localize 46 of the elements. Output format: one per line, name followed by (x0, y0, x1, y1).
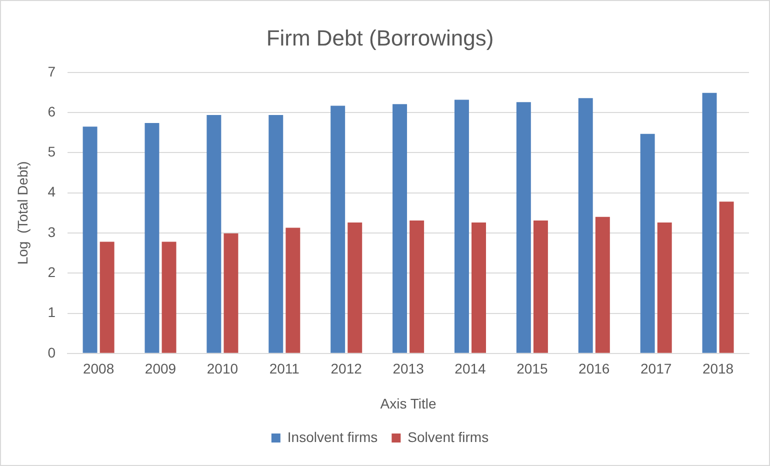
y-tick-label: 4 (48, 184, 56, 200)
bar (348, 222, 362, 353)
x-tick-label: 2010 (206, 360, 238, 377)
bar (100, 242, 114, 353)
bar (595, 216, 610, 353)
bar (286, 228, 300, 353)
x-tick-label: 2018 (702, 360, 734, 377)
x-tick-label: 2011 (269, 360, 300, 377)
y-tick-label: 5 (48, 144, 56, 160)
y-axis-title: Log (Total Debt) (14, 161, 30, 265)
bar (578, 98, 593, 353)
bar (410, 220, 424, 353)
bar (533, 220, 548, 353)
bar (640, 134, 655, 353)
y-tick-label: 6 (48, 103, 56, 120)
y-tick-label: 1 (48, 304, 56, 320)
bar (392, 104, 408, 353)
bar (719, 202, 734, 353)
x-tick-label: 2015 (516, 360, 548, 377)
x-tick-label: 2008 (82, 360, 114, 377)
bar (82, 126, 98, 353)
x-axis-title: Axis Title (380, 395, 437, 412)
x-tick-label: 2013 (392, 360, 424, 377)
y-tick-label: 7 (48, 63, 56, 80)
bar (224, 233, 238, 353)
bar (516, 102, 531, 353)
x-tick-label: 2014 (454, 360, 486, 377)
bar (144, 122, 160, 353)
legend-label: Insolvent firms (287, 428, 378, 445)
x-tick-label: 2017 (640, 360, 672, 377)
bar (702, 92, 717, 353)
bar (472, 222, 486, 353)
bar (330, 106, 346, 353)
bar (206, 114, 222, 353)
chart-title: Firm Debt (Borrowings) (266, 25, 494, 50)
legend-label: Solvent firms (408, 428, 489, 445)
x-tick-label: 2009 (144, 360, 176, 377)
bar (657, 222, 672, 353)
y-tick-label: 3 (48, 224, 56, 240)
x-tick-label: 2012 (330, 360, 362, 377)
x-tick-label: 2016 (578, 360, 610, 377)
y-tick-label: 0 (48, 344, 56, 360)
bar (268, 114, 284, 353)
bar (162, 242, 176, 353)
y-tick-label: 2 (48, 264, 56, 280)
bar (454, 100, 469, 353)
